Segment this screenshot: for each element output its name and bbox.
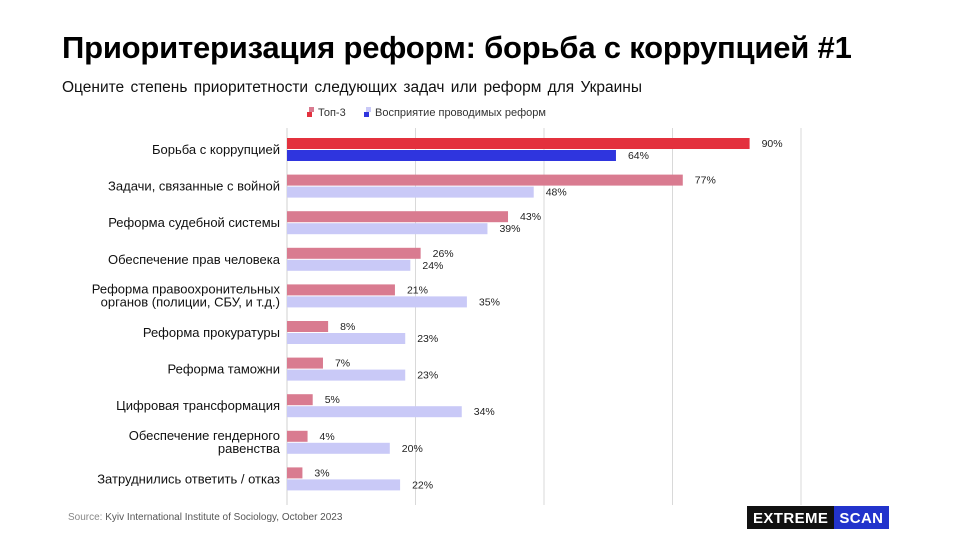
data-label: 5% <box>325 394 340 406</box>
bar-perception <box>287 150 616 161</box>
data-label: 48% <box>546 187 567 199</box>
logo-part-scan: SCAN <box>834 506 890 529</box>
data-label: 8% <box>340 321 355 333</box>
data-label: 20% <box>402 443 423 455</box>
bar-top3 <box>287 394 313 406</box>
category-label: Обеспечение гендерного <box>129 428 280 443</box>
bar-perception <box>287 259 411 271</box>
bar-perception <box>287 406 462 418</box>
data-label: 39% <box>499 223 520 235</box>
source-note: Source: Kyiv International Institute of … <box>68 512 342 523</box>
legend-swatch <box>364 112 369 117</box>
bar-top3 <box>287 321 329 332</box>
extremescan-logo: EXTREME SCAN <box>747 506 890 529</box>
bar-top3 <box>287 430 308 442</box>
data-label: 24% <box>422 260 443 272</box>
category-label: Реформа прокуратуры <box>143 325 280 340</box>
bar-perception <box>287 333 406 344</box>
data-label: 90% <box>762 138 783 150</box>
source-text: Kyiv International Institute of Sociolog… <box>105 512 343 523</box>
category-label: Затруднились ответить / отказ <box>97 471 280 486</box>
chart-subtitle: Оцените степень приоритетности следующих… <box>62 79 642 96</box>
bar-top3 <box>287 284 395 296</box>
legend-swatch <box>366 107 371 112</box>
data-label: 77% <box>695 175 716 187</box>
legend-label: Восприятие проводимых реформ <box>375 107 546 119</box>
data-label: 7% <box>335 358 350 370</box>
category-label: Реформа судебной системы <box>108 215 280 230</box>
bar-top3 <box>287 467 303 479</box>
page-title: Приоритеризация реформ: борьба с коррупц… <box>62 30 852 65</box>
legend-label: Топ-3 <box>318 107 346 119</box>
data-label: 43% <box>520 211 541 223</box>
category-label: Реформа таможни <box>168 362 280 377</box>
category-label: Цифровая трансформация <box>116 398 280 413</box>
logo-part-extreme: EXTREME <box>747 506 835 529</box>
category-label: Задачи, связанные с войной <box>108 179 280 194</box>
data-label: 4% <box>320 431 335 443</box>
bar-top3 <box>287 211 509 223</box>
data-label: 21% <box>407 284 428 296</box>
data-label: 35% <box>479 296 500 308</box>
bar-perception <box>287 296 467 308</box>
bar-perception <box>287 479 401 491</box>
legend-swatch <box>309 107 314 112</box>
bar-perception <box>287 369 406 381</box>
category-label: равенства <box>218 441 281 456</box>
data-label: 23% <box>417 333 438 345</box>
bar-perception <box>287 442 390 454</box>
legend-swatch <box>307 112 312 117</box>
data-label: 23% <box>417 370 438 382</box>
bar-top3 <box>287 138 750 149</box>
data-label: 22% <box>412 479 433 491</box>
data-label: 3% <box>314 467 329 479</box>
bar-perception <box>287 223 488 235</box>
data-label: 26% <box>433 248 454 260</box>
source-label: Source: <box>68 512 103 523</box>
bar-perception <box>287 186 534 198</box>
data-label: 64% <box>628 150 649 162</box>
category-label: Борьба с коррупцией <box>152 142 280 157</box>
bar-top3 <box>287 174 683 186</box>
category-label: Обеспечение прав человека <box>108 252 281 267</box>
bar-top3 <box>287 247 421 259</box>
category-label: органов (полиции, СБУ, и т.д.) <box>101 294 280 309</box>
data-label: 34% <box>474 406 495 418</box>
category-label: Реформа правоохронительных <box>92 281 281 296</box>
bar-top3 <box>287 357 323 369</box>
